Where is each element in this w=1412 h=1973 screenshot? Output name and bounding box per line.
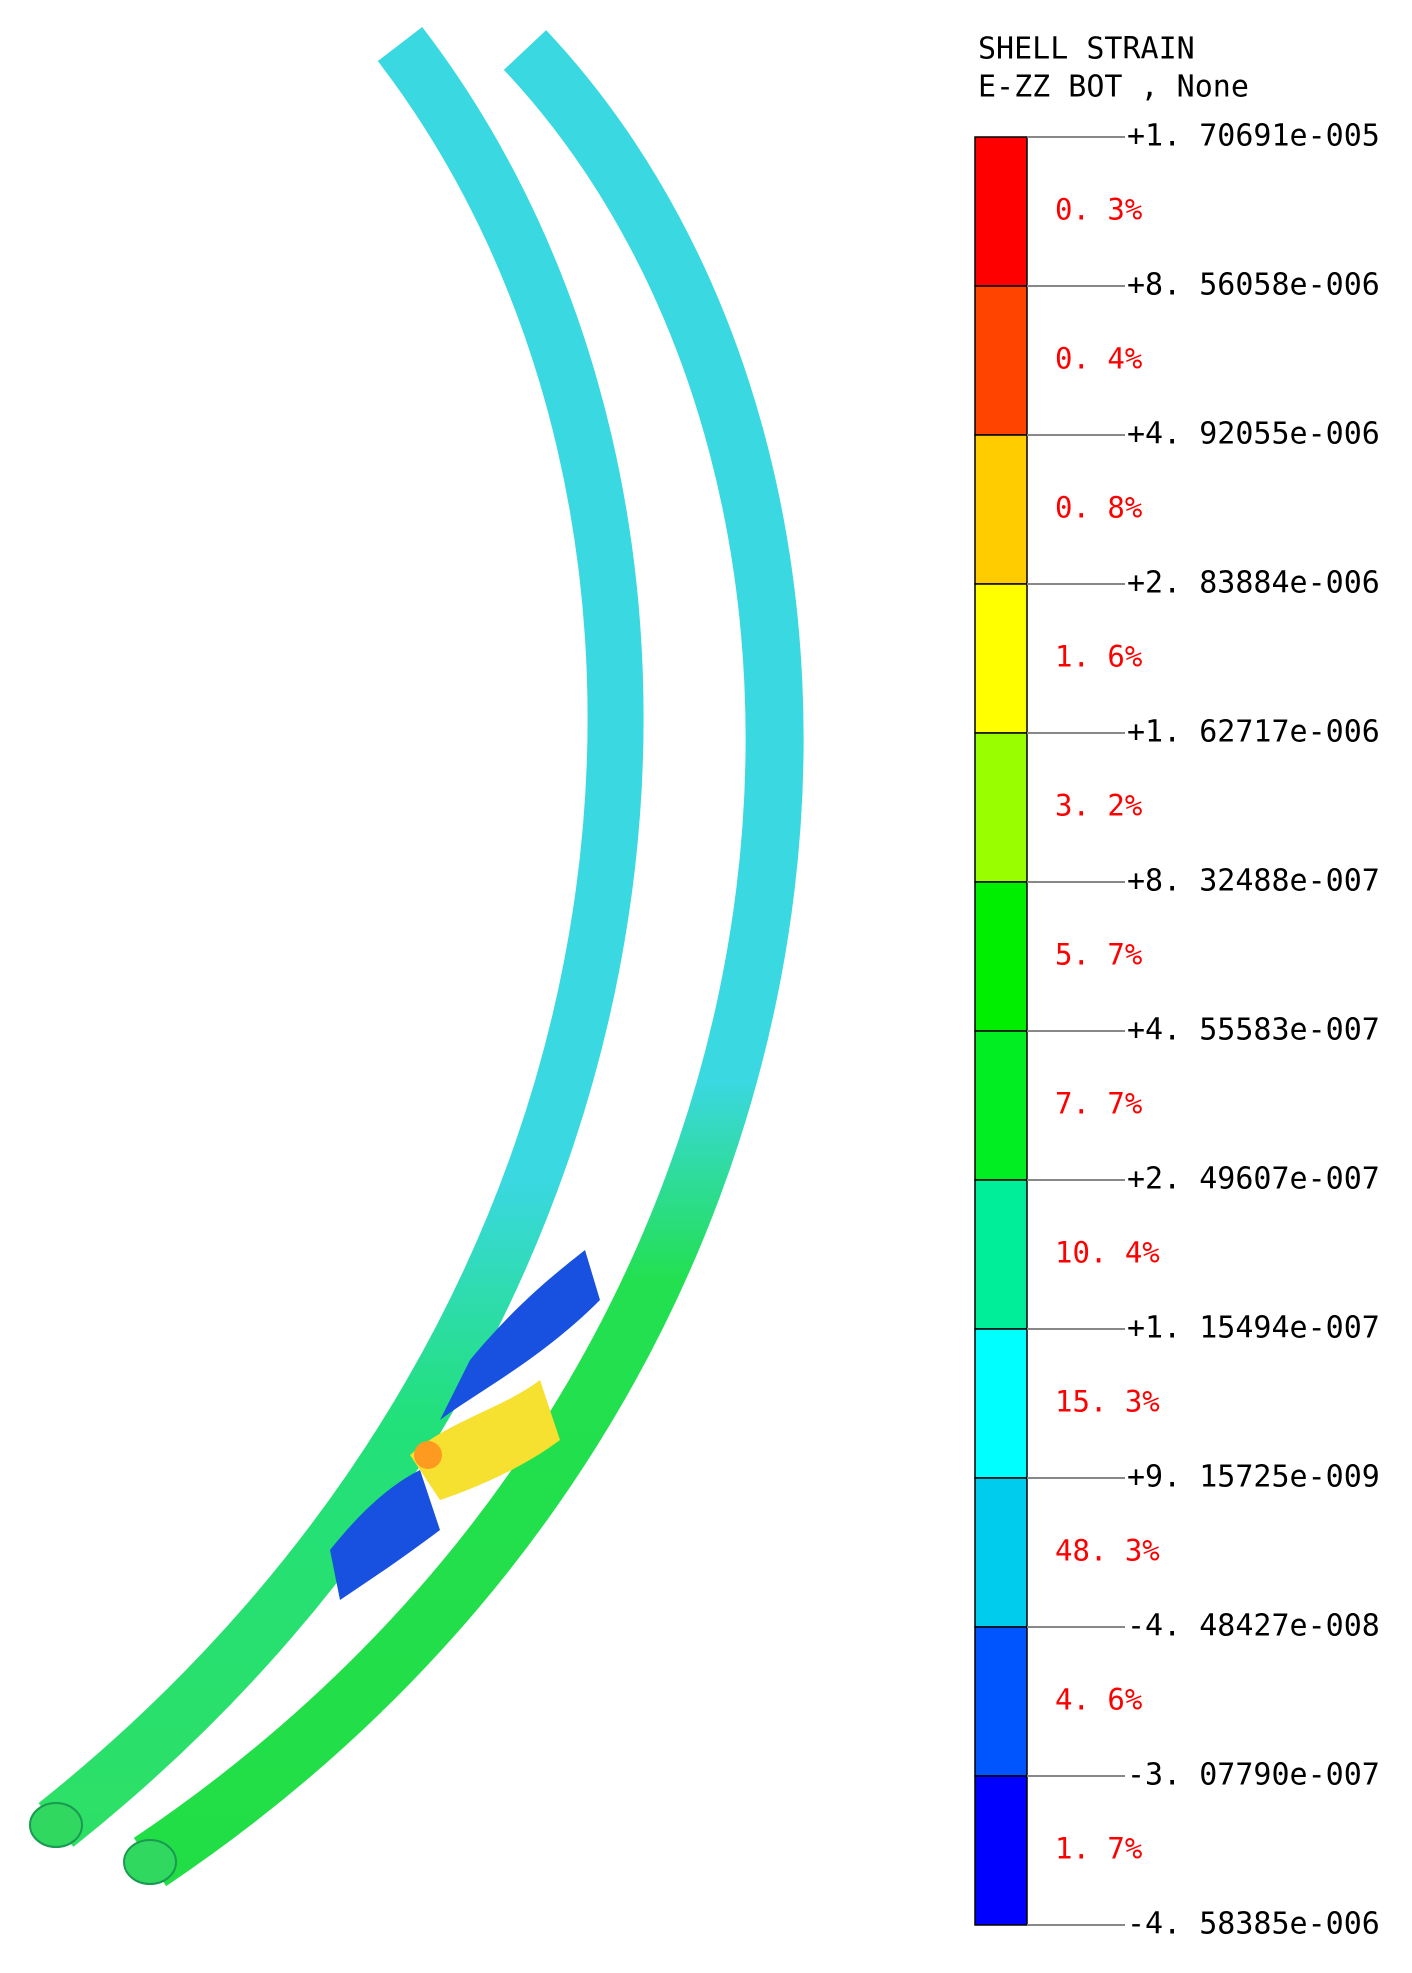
color-band: [974, 732, 1028, 883]
legend-title: SHELL STRAIN: [978, 32, 1195, 67]
strain-patch-yellow: [410, 1380, 560, 1500]
band-percent: 1. 7%: [1055, 1832, 1142, 1866]
level-label: -4. 48427e-008: [1127, 1609, 1380, 1644]
color-band: [974, 583, 1028, 734]
level-label: +2. 49607e-007: [1127, 1162, 1380, 1197]
color-band: [974, 1030, 1028, 1181]
band-percent: 1. 6%: [1055, 640, 1142, 674]
tube-end: [123, 1839, 177, 1885]
model: [29, 26, 804, 1887]
band-percent: 0. 8%: [1055, 491, 1142, 525]
level-label: +8. 56058e-006: [1127, 268, 1380, 303]
strain-patch-blue-lower: [330, 1470, 440, 1600]
band-percent: 4. 6%: [1055, 1683, 1142, 1717]
band-percent: 7. 7%: [1055, 1087, 1142, 1121]
level-label: +1. 70691e-005: [1127, 119, 1380, 154]
color-band: [974, 1328, 1028, 1479]
level-label: +2. 83884e-006: [1127, 566, 1380, 601]
color-band: [974, 1775, 1028, 1926]
color-band: [974, 1626, 1028, 1777]
strain-patch-blue: [440, 1250, 600, 1420]
color-band: [974, 881, 1028, 1032]
level-label: -4. 58385e-006: [1127, 1907, 1380, 1942]
band-percent: 15. 3%: [1055, 1385, 1160, 1419]
band-percent: 0. 3%: [1055, 193, 1142, 227]
tube-inner: [38, 26, 644, 1847]
color-band: [974, 1477, 1028, 1628]
band-percent: 48. 3%: [1055, 1534, 1160, 1568]
band-percent: 10. 4%: [1055, 1236, 1160, 1270]
tube-outer: [133, 30, 804, 1887]
legend-title: E-ZZ BOT , None: [978, 70, 1249, 105]
tube-end: [29, 1802, 83, 1848]
level-label: +1. 62717e-006: [1127, 715, 1380, 750]
level-label: -3. 07790e-007: [1127, 1758, 1380, 1793]
level-label: +4. 55583e-007: [1127, 1013, 1380, 1048]
color-band: [974, 136, 1028, 287]
level-label: +9. 15725e-009: [1127, 1460, 1380, 1495]
band-percent: 5. 7%: [1055, 938, 1142, 972]
color-band: [974, 1179, 1028, 1330]
band-percent: 0. 4%: [1055, 342, 1142, 376]
color-band: [974, 434, 1028, 585]
level-label: +1. 15494e-007: [1127, 1311, 1380, 1346]
strain-hotspot: [414, 1441, 442, 1469]
level-label: +4. 92055e-006: [1127, 417, 1380, 452]
level-label: +8. 32488e-007: [1127, 864, 1380, 899]
band-percent: 3. 2%: [1055, 789, 1142, 823]
color-band: [974, 285, 1028, 436]
